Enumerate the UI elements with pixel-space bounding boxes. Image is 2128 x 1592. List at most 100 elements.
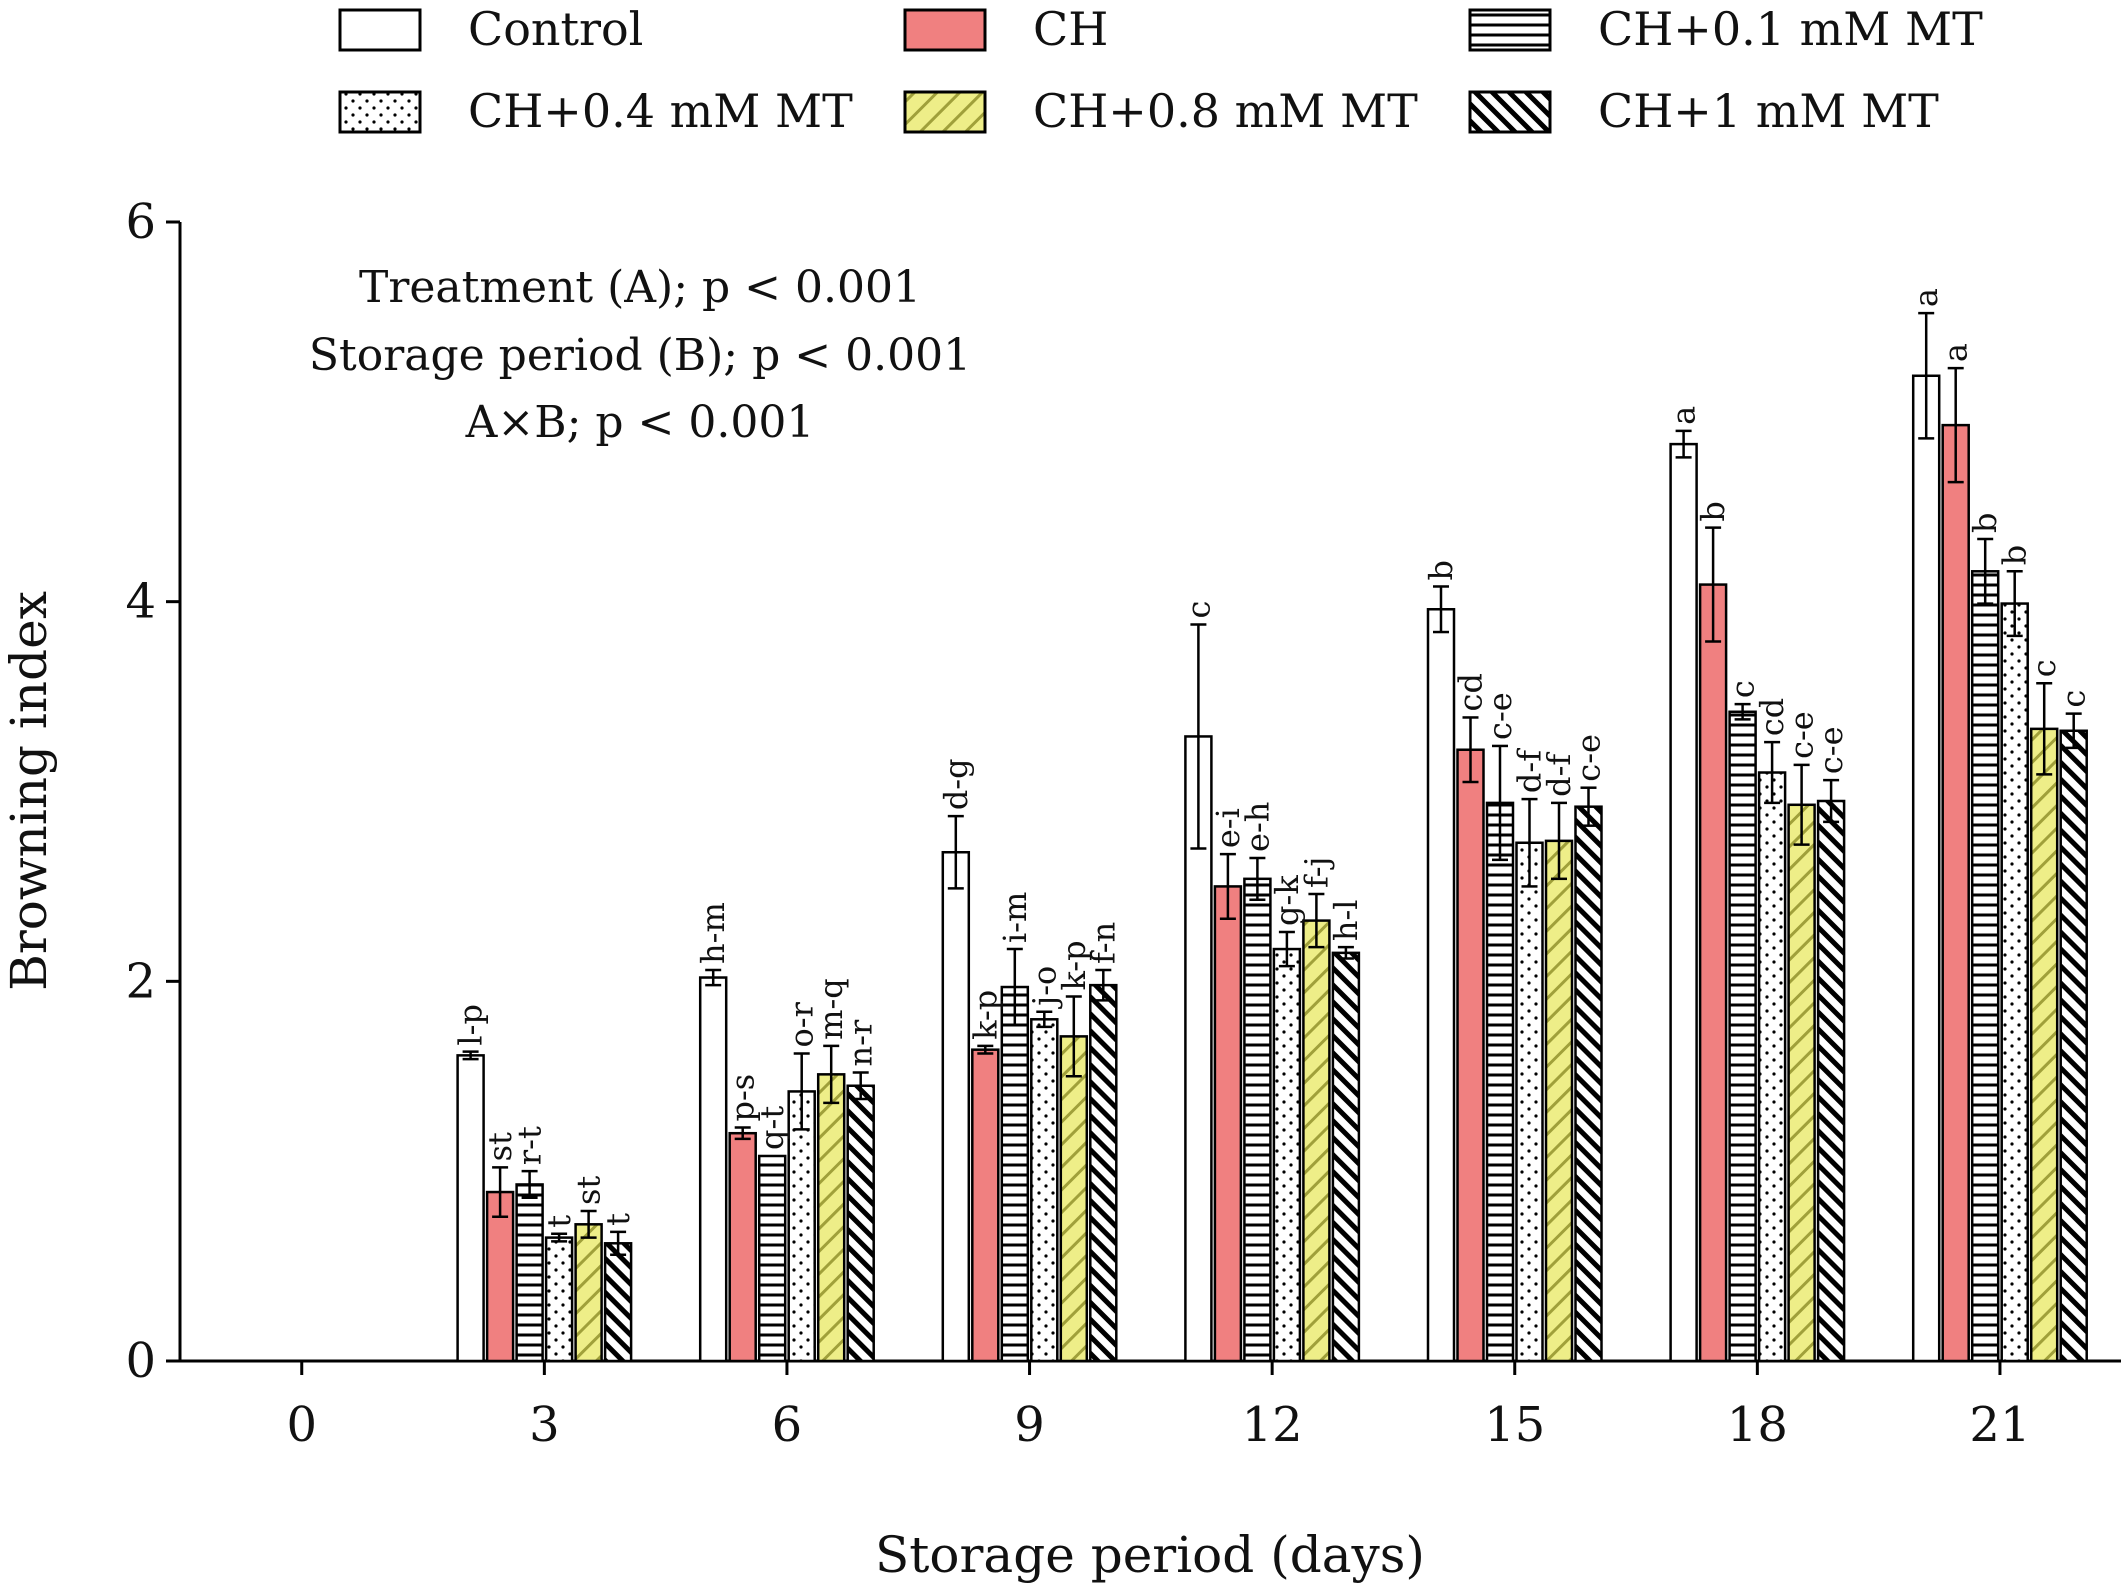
y-tick-label: 0 — [125, 1333, 156, 1389]
bar-diag-yellow-day-15 — [1544, 839, 1574, 1363]
significance-label: q-t — [753, 1106, 791, 1150]
bar-dots-day-21 — [2000, 602, 2029, 1363]
legend-label: CH+0.8 mM MT — [1033, 84, 1418, 138]
x-axis-title: Storage period (days) — [875, 1526, 1425, 1584]
significance-labels: l-pstr-ttstth-mp-sq-to-rm-qn-rd-gk-pi-mj… — [452, 288, 2093, 1228]
bar-diag-yellow-day-21 — [2029, 727, 2059, 1363]
bar-horizontal-day-12 — [1243, 877, 1272, 1363]
significance-label: p-s — [724, 1074, 762, 1122]
legend: Control CH CH+0.1 mM MT CH+0.4 mM MT CH+0.8 … — [338, 2, 1983, 138]
legend-swatch-horizontal — [1468, 8, 1552, 52]
significance-label: c-e — [1570, 734, 1608, 782]
significance-label: l-p — [452, 1004, 490, 1046]
significance-label: n-r — [842, 1019, 880, 1066]
stats-annotations: Treatment (A); p < 0.001 Storage period (… — [309, 262, 971, 448]
significance-label: t — [599, 1213, 637, 1226]
bar-diag-dense-day-12 — [1331, 951, 1361, 1363]
significance-label: b — [1694, 501, 1732, 521]
y-tick-label: 2 — [125, 953, 156, 1009]
y-axis-title: Browning index — [0, 591, 58, 991]
bar-diag-dense-day-15 — [1574, 805, 1603, 1363]
x-tick-label: 3 — [529, 1397, 560, 1453]
significance-label: k-p — [1055, 940, 1093, 990]
bar-dots-day-12 — [1272, 947, 1302, 1363]
x-tick-label: 6 — [772, 1397, 803, 1453]
bar-diag-dense-day-3 — [603, 1242, 633, 1363]
significance-label: g-k — [1268, 875, 1306, 926]
significance-label: cd — [1452, 673, 1490, 711]
error-bars — [462, 311, 2082, 1256]
significance-label: t — [540, 1215, 578, 1228]
significance-label: d-f — [1511, 748, 1549, 793]
significance-label: c — [2055, 690, 2093, 708]
x-tick-label: 9 — [1014, 1397, 1045, 1453]
stats-annotation-line: A×B; p < 0.001 — [465, 397, 815, 448]
significance-label: a — [1665, 406, 1703, 425]
bar-solid-day-9 — [971, 1048, 1000, 1363]
significance-label: st — [570, 1176, 608, 1205]
bar-plain-day-6 — [698, 976, 728, 1363]
significance-label: r-t — [511, 1126, 549, 1165]
bar-diag-dense-day-9 — [1089, 983, 1118, 1363]
legend-swatch-solid — [903, 8, 987, 52]
y-tick-label: 6 — [125, 194, 156, 250]
bar-dots-day-6 — [787, 1090, 816, 1363]
y-tick-label: 4 — [125, 574, 156, 630]
significance-label: d-g — [937, 758, 975, 810]
stats-annotation-line: Treatment (A); p < 0.001 — [359, 262, 921, 313]
x-tick-label: 15 — [1484, 1397, 1545, 1453]
significance-label: c-e — [1481, 692, 1519, 740]
bar-dots-day-3 — [544, 1236, 574, 1363]
bar-dots-day-18 — [1757, 771, 1787, 1363]
significance-label: e-i — [1209, 808, 1247, 848]
significance-label: k-p — [966, 990, 1004, 1040]
bar-solid-day-12 — [1213, 885, 1243, 1363]
significance-label: cd — [1753, 698, 1791, 736]
y-ticks: 0 2 4 6 — [125, 194, 180, 1389]
significance-label: i-m — [996, 892, 1034, 943]
x-tick-label: 21 — [1969, 1397, 2030, 1453]
significance-label: c-e — [1783, 711, 1821, 759]
bar-plain-day-15 — [1426, 608, 1456, 1363]
bar-solid-day-21 — [1941, 423, 1970, 1363]
bar-plain-day-3 — [456, 1054, 485, 1363]
stats-annotation-line: Storage period (B); p < 0.001 — [309, 330, 971, 381]
bar-diag-yellow-day-3 — [574, 1223, 603, 1363]
legend-swatch-diag-dense — [1468, 90, 1552, 134]
bar-horizontal-day-21 — [1970, 570, 2000, 1363]
significance-label: o-r — [783, 1001, 821, 1047]
bar-diag-dense-day-18 — [1816, 799, 1846, 1363]
bar-diag-yellow-day-9 — [1059, 1035, 1089, 1363]
legend-label: CH+1 mM MT — [1598, 84, 1939, 138]
x-tick-label: 18 — [1727, 1397, 1788, 1453]
bar-dots-day-15 — [1515, 841, 1544, 1363]
significance-label: b — [1422, 560, 1460, 580]
significance-label: f-j — [1297, 857, 1335, 888]
significance-label: h-l — [1327, 900, 1365, 942]
significance-label: d-f — [1540, 752, 1578, 797]
bar-solid-day-18 — [1698, 583, 1728, 1363]
bar-horizontal-day-18 — [1728, 710, 1757, 1363]
bars — [456, 374, 2088, 1363]
legend-label: CH — [1033, 2, 1108, 56]
legend-label: CH+0.4 mM MT — [468, 84, 853, 138]
significance-label: e-h — [1238, 802, 1276, 852]
bar-solid-day-3 — [485, 1190, 515, 1363]
bar-solid-day-6 — [728, 1131, 757, 1363]
x-tick-label: 12 — [1242, 1397, 1303, 1453]
bar-solid-day-15 — [1456, 748, 1485, 1363]
legend-label: CH+0.1 mM MT — [1598, 2, 1983, 56]
significance-label: a — [1937, 343, 1975, 362]
bar-diag-dense-day-21 — [2059, 729, 2088, 1363]
x-tick-label: 0 — [286, 1397, 317, 1453]
significance-label: st — [481, 1132, 519, 1161]
significance-label: c — [2025, 659, 2063, 677]
significance-label: f-n — [1084, 922, 1122, 964]
bar-diag-yellow-day-18 — [1787, 803, 1816, 1363]
bar-dots-day-9 — [1030, 1018, 1059, 1363]
significance-label: c — [1724, 680, 1762, 698]
legend-swatch-diag-yellow — [903, 90, 987, 134]
legend-swatch-dots — [338, 90, 422, 134]
significance-label: b — [1996, 545, 2034, 565]
